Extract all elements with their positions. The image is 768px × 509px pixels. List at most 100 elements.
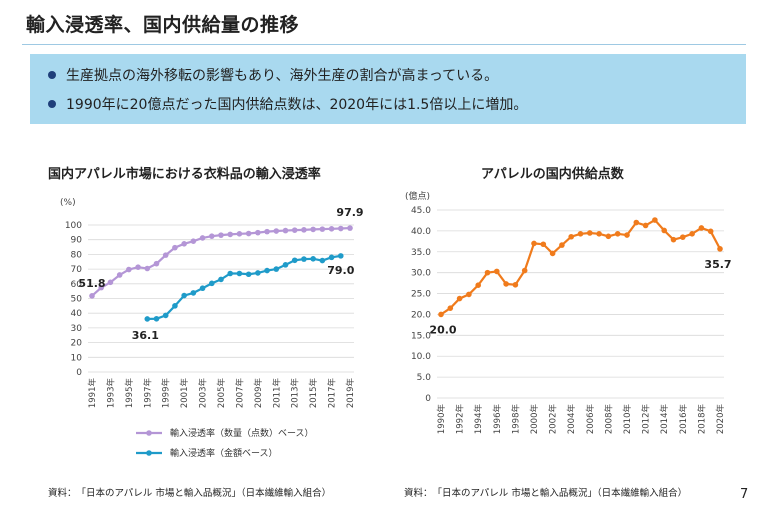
data-point xyxy=(153,315,160,322)
data-point xyxy=(107,279,114,286)
data-point xyxy=(707,228,714,235)
data-label: 79.0 xyxy=(327,264,354,277)
source-note-left: 資料： 「日本のアパレル 市場と輸入品概況」（日本繊維輸入組合） xyxy=(48,488,332,499)
data-point xyxy=(264,228,270,235)
data-point xyxy=(447,305,454,311)
series-line-2 xyxy=(147,254,341,321)
data-point xyxy=(337,253,344,259)
data-point xyxy=(255,270,261,276)
data-point xyxy=(301,227,307,233)
x-tick-label: 2013年 xyxy=(290,378,301,409)
data-point xyxy=(642,222,649,229)
data-point xyxy=(596,231,602,237)
data-point xyxy=(218,276,224,283)
y-axis-unit: (%) xyxy=(60,198,76,208)
x-tick-label: 2006年 xyxy=(585,404,596,435)
data-point xyxy=(245,271,252,278)
data-point xyxy=(689,231,695,237)
x-tick-label: 2011年 xyxy=(271,378,282,409)
x-tick-label: 2017年 xyxy=(327,378,338,409)
y-tick-label: 0 xyxy=(76,368,82,378)
x-tick-label: 2020年 xyxy=(715,404,726,435)
source-note-right: 資料： 「日本のアパレル 市場と輸入品概況」（日本繊維輸入組合） xyxy=(404,488,688,499)
x-tick-label: 2001年 xyxy=(179,378,190,409)
y-tick-label: 30 xyxy=(71,324,83,334)
x-tick-label: 2004年 xyxy=(566,404,577,435)
data-label: 36.1 xyxy=(132,329,159,342)
data-point xyxy=(181,241,187,247)
x-tick-label: 2018年 xyxy=(696,404,707,435)
data-point xyxy=(503,281,509,287)
chart2-title: アパレルの国内供給点数 xyxy=(481,167,624,182)
data-point xyxy=(494,268,500,275)
x-tick-label: 1995年 xyxy=(124,378,135,409)
page-number: 7 xyxy=(740,487,749,502)
y-tick-label: 80 xyxy=(71,250,83,260)
x-tick-label: 1991年 xyxy=(87,378,98,409)
legend-marker-2 xyxy=(146,450,152,456)
x-tick-label: 2009年 xyxy=(253,378,264,409)
y-tick-label: 20 xyxy=(71,339,83,349)
data-point xyxy=(181,292,187,299)
chart1-title: 国内アパレル市場における衣料品の輸入浸透率 xyxy=(48,167,321,182)
data-point xyxy=(172,244,178,251)
x-tick-label: 1997年 xyxy=(142,378,153,409)
y-tick-label: 60 xyxy=(71,280,83,290)
y-tick-label: 35.0 xyxy=(411,248,431,258)
data-point xyxy=(328,254,335,261)
x-tick-label: 2008年 xyxy=(603,404,614,435)
data-point xyxy=(190,290,197,296)
y-tick-label: 10 xyxy=(71,353,83,363)
data-label: 97.9 xyxy=(336,206,363,219)
data-point xyxy=(438,311,444,318)
data-point xyxy=(162,252,169,258)
data-point xyxy=(282,227,289,234)
summary-box: 生産拠点の海外移転の影響もあり、海外生産の割合が高まっている。 1990年に20… xyxy=(30,54,746,124)
data-label: 35.7 xyxy=(704,258,731,271)
data-point xyxy=(264,267,270,274)
data-point xyxy=(218,232,224,238)
data-point xyxy=(633,219,640,226)
x-tick-label: 2000年 xyxy=(529,404,540,435)
y-tick-label: 20.0 xyxy=(411,310,431,320)
data-point xyxy=(549,250,556,257)
data-point xyxy=(456,295,463,302)
data-point xyxy=(282,262,289,268)
data-point xyxy=(531,240,537,247)
data-point xyxy=(466,291,472,298)
title-divider xyxy=(22,44,746,45)
y-tick-label: 70 xyxy=(71,265,83,275)
y-tick-label: 30.0 xyxy=(411,269,431,279)
y-tick-label: 0 xyxy=(425,394,431,404)
data-point xyxy=(227,270,234,277)
bullet-item-1: 生産拠点の海外移転の影響もあり、海外生産の割合が高まっている。 xyxy=(48,65,498,85)
x-tick-label: 2003年 xyxy=(198,378,209,409)
data-label: 20.0 xyxy=(429,323,456,336)
y-tick-label: 90 xyxy=(71,236,83,246)
data-point xyxy=(614,231,621,237)
data-point xyxy=(652,217,658,223)
data-point xyxy=(291,227,298,233)
page-title: 輸入浸透率、国内供給量の推移 xyxy=(26,14,300,36)
data-point xyxy=(126,266,132,273)
data-point xyxy=(273,228,280,234)
x-tick-label: 1999年 xyxy=(161,378,172,409)
data-point xyxy=(698,225,705,231)
x-tick-label: 2016年 xyxy=(678,404,689,435)
data-label: 51.8 xyxy=(78,277,105,290)
legend-label-1: 輸入浸透率（数量（点数）ベース） xyxy=(170,427,314,439)
data-point xyxy=(273,266,280,272)
data-point xyxy=(310,256,316,262)
data-point xyxy=(153,260,160,267)
x-tick-label: 2014年 xyxy=(659,404,670,435)
x-tick-label: 2019年 xyxy=(345,378,356,409)
legend-label-2: 輸入浸透率（金額ベース） xyxy=(170,447,278,459)
data-point xyxy=(319,226,326,232)
y-tick-label: 15.0 xyxy=(411,331,431,341)
data-point xyxy=(484,269,491,276)
legend-marker-1 xyxy=(146,430,152,436)
x-tick-label: 1990年 xyxy=(436,404,447,435)
bullet-dot-icon xyxy=(48,71,56,79)
data-point xyxy=(89,293,95,299)
data-point xyxy=(587,230,593,236)
